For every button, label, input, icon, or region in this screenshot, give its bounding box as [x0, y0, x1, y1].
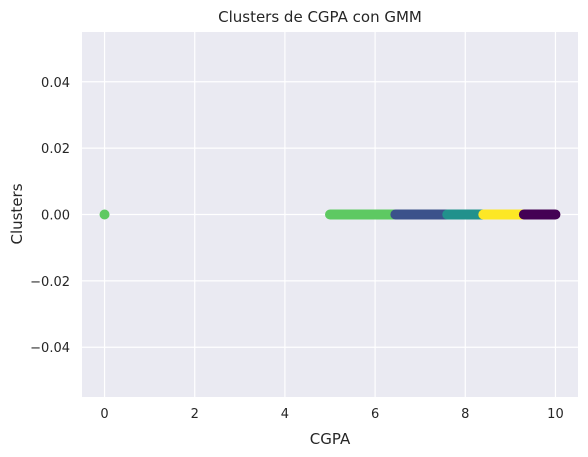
x-tick-label: 0 [100, 407, 108, 422]
y-tick-label: −0.04 [30, 341, 70, 356]
cluster-point-band [518, 209, 561, 220]
x-axis-label: CGPA [310, 430, 351, 448]
cluster-point-band [478, 209, 529, 220]
y-tick-label: 0.04 [41, 76, 70, 91]
y-tick-label: 0.02 [41, 142, 70, 157]
x-axis-ticks: 0 2 4 6 8 10 [100, 407, 563, 422]
y-axis-ticks: 0.04 0.02 0.00 −0.02 −0.04 [30, 76, 70, 356]
grid-lines [82, 32, 578, 397]
chart-title: Clusters de CGPA con GMM [218, 8, 422, 26]
cluster-points [99, 209, 561, 220]
x-tick-label: 10 [547, 407, 564, 422]
y-axis-label: Clusters [8, 183, 26, 244]
y-tick-label: −0.02 [30, 275, 70, 290]
y-tick-label: 0.00 [41, 209, 70, 224]
cluster-point [99, 209, 110, 220]
x-tick-label: 8 [461, 407, 469, 422]
x-tick-label: 2 [191, 407, 199, 422]
x-tick-label: 6 [371, 407, 379, 422]
cluster-point-band [442, 209, 489, 220]
x-tick-label: 4 [281, 407, 289, 422]
cluster-point-band [390, 209, 453, 220]
cluster-point-band [325, 209, 401, 220]
